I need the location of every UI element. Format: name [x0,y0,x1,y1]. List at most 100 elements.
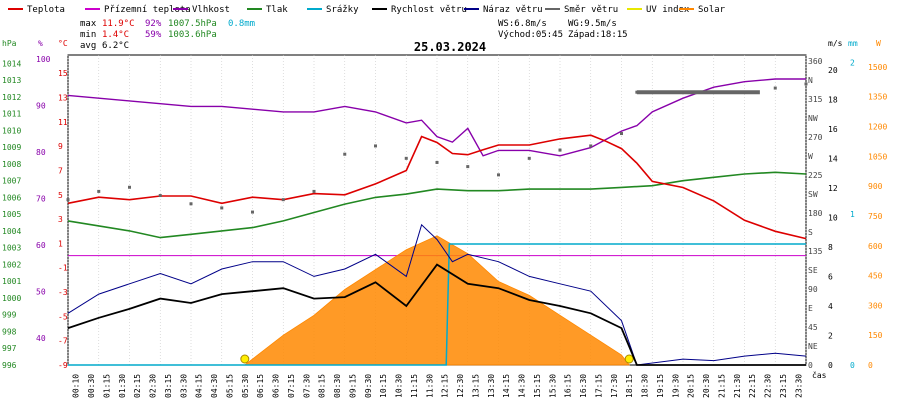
tick-time-23: 11:30 [425,374,434,398]
tick-time-11: 05:30 [241,374,250,398]
tick-wind-4: 12 [828,184,838,193]
tick-solar-3: 1050 [868,152,887,161]
tick-time-6: 03:15 [164,374,173,398]
tick-humidity-1: 90 [36,102,46,111]
tick-time-25: 12:30 [456,374,465,398]
series-gust [67,223,807,366]
date-title: 25.03.2024 [414,40,486,54]
tick-temp-3: 9 [58,142,63,151]
tick-pressure-9: 1005 [2,210,21,219]
tick-dir-13: E [808,304,813,313]
tick-time-26: 13:15 [471,374,480,398]
tick-time-45: 22:30 [764,374,773,398]
tick-time-27: 13:30 [487,374,496,398]
stats-avg-label: avg [80,41,96,51]
tick-time-42: 21:15 [717,374,726,398]
dir-point-16 [558,148,562,152]
tick-time-16: 08:15 [318,374,327,398]
tick-rain-2: 0 [850,361,855,370]
legend-label-2: Vlhkost [192,5,230,15]
tick-wind-8: 4 [828,302,833,311]
series-rain [68,243,806,366]
axis-unit-solar: W [876,39,881,48]
tick-time-0: 00:10 [72,374,81,398]
tick-time-35: 17:30 [610,374,619,398]
tick-humidity-0: 100 [36,55,51,64]
legend: Teplota Přízemní teplota Vlhkost Tlak Srážky… [8,5,726,15]
dir-point-1 [97,189,101,193]
tick-time-21: 10:30 [395,374,404,398]
dir-point-6 [251,210,254,214]
legend-label-3: Tlak [266,5,288,15]
tick-pressure-14: 1000 [2,294,21,303]
tick-temp-7: 1 [58,239,63,248]
tick-pressure-17: 997 [2,344,17,353]
tick-dir-15: NE [808,342,818,351]
tick-time-3: 01:30 [118,374,127,398]
dir-point-25 [804,82,808,86]
tick-humidity-4: 60 [36,241,46,250]
legend-label-4: Srážky [326,5,359,15]
tick-time-37: 18:30 [641,374,650,398]
axis-unit-rain: mm [848,39,858,48]
tick-solar-1: 1350 [868,93,887,102]
tick-pressure-2: 1012 [2,93,21,102]
dir-point-4 [189,202,193,206]
tick-pressure-15: 999 [2,311,17,320]
dir-point-17 [589,144,593,148]
series-humidity [67,78,806,157]
tick-pressure-5: 1009 [2,143,21,152]
tick-solar-10: 0 [868,361,873,370]
tick-rain-1: 1 [850,210,855,219]
tick-dir-16: 0 [808,361,813,370]
legend-label-8: UV index [646,5,690,15]
tick-humidity-3: 70 [36,195,46,204]
tick-pressure-13: 1001 [2,277,21,286]
tick-pressure-1: 1013 [2,76,21,85]
tick-time-34: 17:15 [594,374,603,398]
tick-wind-9: 2 [828,331,833,340]
stats-max-label: max [80,19,97,29]
uv-marker-0 [240,354,250,364]
tick-temp-10: -5 [58,312,68,321]
tick-time-47: 23:30 [794,374,803,398]
tick-solar-0: 1500 [868,63,887,72]
axis-unit-temperature: °C [58,39,68,48]
tick-pressure-12: 1002 [2,260,21,269]
tick-time-4: 02:15 [133,374,142,398]
dir-point-18 [620,132,623,136]
tick-time-32: 16:15 [564,374,573,398]
tick-temp-9: -3 [58,288,68,297]
dir-point-24 [773,86,777,90]
tick-time-5: 02:30 [149,374,158,398]
tick-pressure-6: 1008 [2,160,21,169]
tick-dir-9: S [808,228,813,237]
tick-temp-8: -1 [58,264,68,273]
stats-max-press: 1007.5hPa [168,19,217,29]
axis-unit-wind: m/s [828,39,843,48]
tick-dir-10: 135 [808,247,823,256]
tick-dir-3: NW [808,114,818,123]
tick-time-22: 11:15 [410,374,419,398]
tick-time-15: 07:30 [302,374,311,398]
tick-solar-7: 450 [868,272,883,281]
tick-wind-10: 0 [828,361,833,370]
tick-wind-6: 8 [828,243,833,252]
stats-max-hum: 92% [145,19,162,29]
stats-min-label: min [80,30,96,40]
dir-point-8 [312,189,316,193]
tick-time-40: 20:15 [687,374,696,398]
tick-solar-6: 600 [868,242,883,251]
tick-time-44: 22:15 [748,374,757,398]
tick-time-24: 12:15 [441,374,450,398]
dir-point-0 [66,198,70,202]
tick-pressure-4: 1010 [2,126,21,135]
dir-point-14 [497,173,500,177]
axes: hPa% °C1014101310121011101010091008100710… [2,39,887,398]
legend-label-0: Teplota [27,5,65,15]
tick-time-9: 04:30 [210,374,219,398]
dir-point-15 [527,156,531,160]
tick-time-43: 21:30 [733,374,742,398]
dir-point-11 [404,156,408,160]
